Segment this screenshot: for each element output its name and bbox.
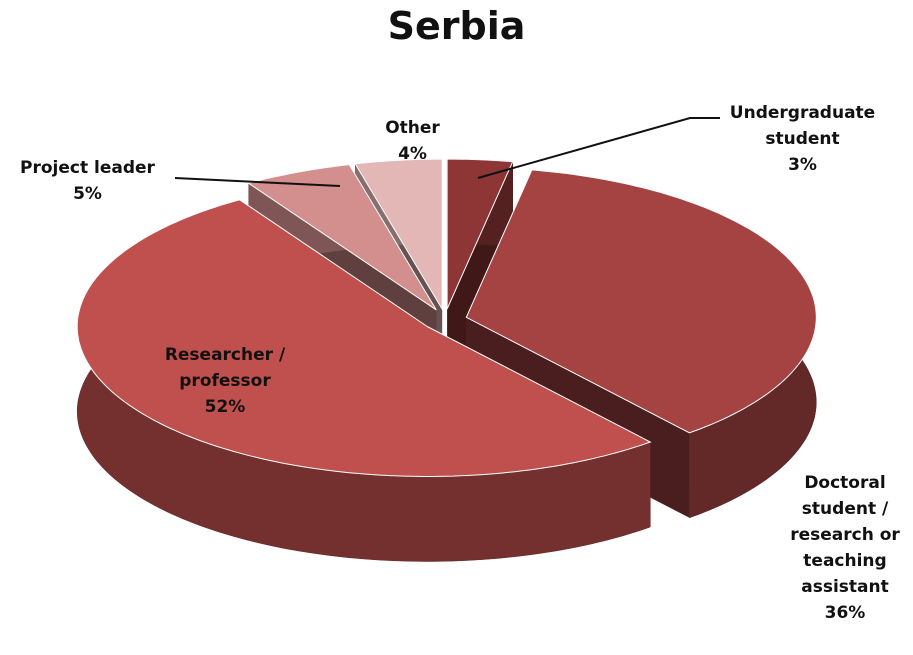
slice-label: Researcher / professor 52% [150,342,300,420]
value-label: 52% [204,397,246,417]
slice-label: Doctoral student / research or teaching … [780,470,910,626]
chart-title: Serbia [387,4,526,48]
value-label: 5% [73,184,102,204]
category-label: Doctoral student / research or teaching … [790,473,900,597]
value-label: 36% [824,603,866,623]
slice [76,199,652,477]
value-label: 3% [788,155,817,175]
slice-label: Project leader 5% [0,155,175,207]
slices [76,158,817,562]
category-label: Project leader [20,158,155,178]
value-label: 4% [398,144,427,164]
slice-label: Other 4% [370,115,455,167]
leader-line [174,177,341,187]
leader-line [477,117,720,179]
category-label: Researcher / professor [164,345,286,391]
category-label: Other [385,118,440,138]
category-label: Undergraduate student [729,103,876,149]
slice [446,158,514,310]
slice-label: Undergraduate student 3% [715,100,890,178]
slice [354,158,443,311]
slice [465,169,817,434]
slice [247,164,437,311]
